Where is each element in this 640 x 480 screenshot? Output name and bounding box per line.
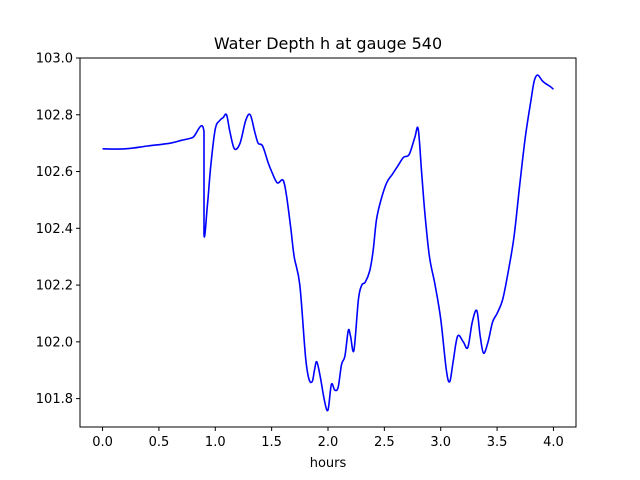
x-tick-label: 3.5 — [487, 435, 508, 450]
x-tick-label: 4.0 — [543, 435, 564, 450]
series-layer — [102, 74, 554, 412]
y-tick-label: 102.0 — [36, 335, 73, 350]
x-tick-label: 1.0 — [205, 435, 226, 450]
x-tick-label: 3.0 — [430, 435, 451, 450]
x-tick-label: 0.0 — [92, 435, 113, 450]
chart-title: Water Depth h at gauge 540 — [214, 34, 442, 53]
x-axis-label: hours — [310, 456, 347, 471]
x-tick-label: 2.5 — [374, 435, 395, 450]
x-tick-label: 2.0 — [318, 435, 339, 450]
x-tick-label: 0.5 — [149, 435, 170, 450]
y-tick-label: 102.6 — [36, 165, 73, 180]
y-tick-label: 102.4 — [36, 222, 73, 237]
y-tick-label: 102.8 — [36, 108, 73, 123]
y-tick-label: 101.8 — [36, 392, 73, 407]
series-line — [102, 74, 554, 412]
y-tick-label: 103.0 — [36, 52, 73, 67]
x-axis: 0.0 0.5 1.0 1.5 2.0 2.5 3.0 3.5 4.0 — [92, 427, 564, 450]
y-tick-label: 102.2 — [36, 279, 73, 294]
y-axis: 101.8 102.0 102.2 102.4 102.6 102.8 103.0 — [36, 52, 80, 407]
x-tick-label: 1.5 — [261, 435, 282, 450]
